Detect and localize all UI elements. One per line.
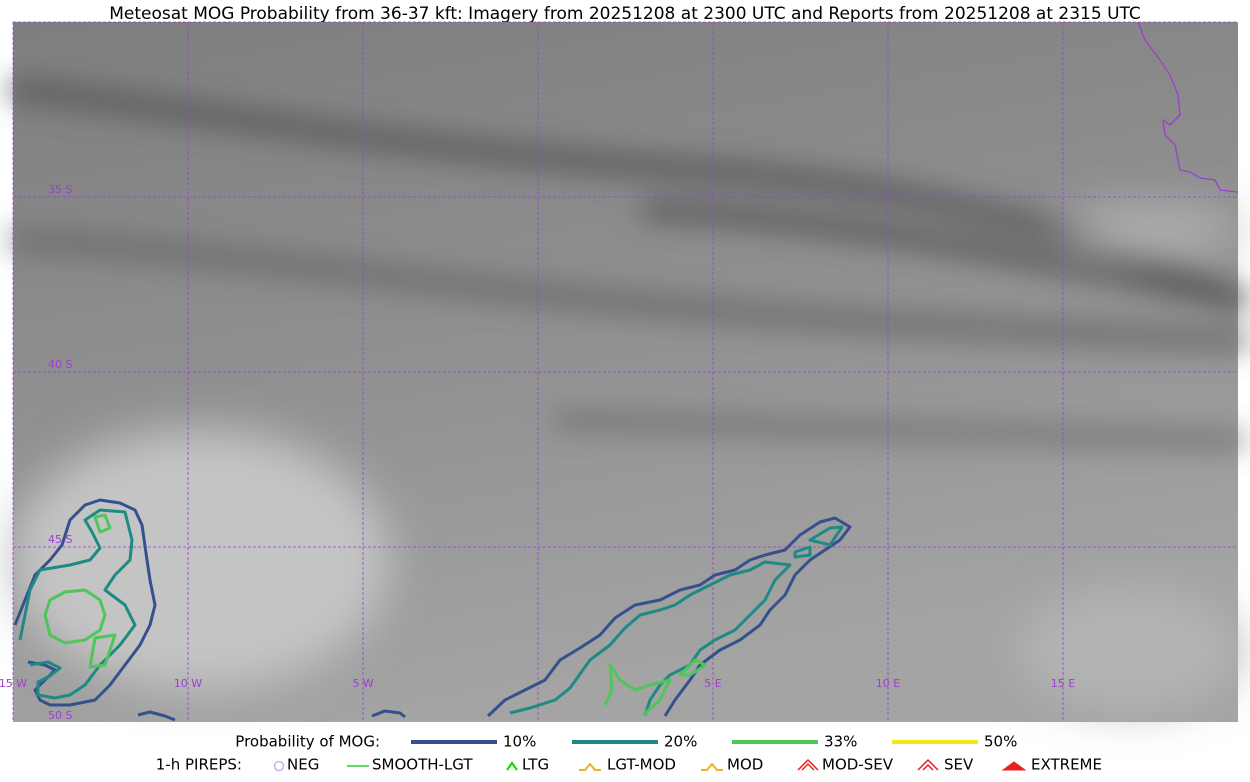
legend-symbol (701, 762, 723, 771)
contours (13, 498, 852, 722)
legend-label: 50% (984, 733, 1017, 751)
legend-label: SEV (944, 756, 974, 774)
legend-label: LTG (522, 756, 549, 774)
graticule (12, 21, 1238, 722)
legend-label: 10% (503, 733, 536, 751)
legend-symbol (1001, 761, 1027, 771)
geo-labels: 35 S 40 S 45 S 50 S 15 W 10 W 5 W 5 E 10 E 15 E (0, 183, 1075, 722)
lat-label: 50 S (48, 709, 72, 722)
legend-label: MOD (727, 756, 763, 774)
lon-label: 5 W (352, 677, 373, 690)
contour (43, 513, 117, 669)
contour (486, 516, 852, 718)
legend-title: 1-h PIREPS: (156, 756, 242, 774)
lon-label: 15 W (0, 677, 27, 690)
lat-label: 40 S (48, 358, 72, 371)
legend-label: LGT-MOD (607, 756, 676, 774)
lat-label: 45 S (48, 533, 72, 546)
title: Meteosat MOG Probability from 36-37 kft:… (109, 4, 1141, 24)
contour (793, 525, 844, 559)
legend-label: 33% (824, 733, 857, 751)
legend-label: SMOOTH-LGT (372, 756, 473, 774)
contour (18, 508, 137, 700)
contour (603, 658, 707, 717)
map: 35 S 40 S 45 S 50 S 15 W 10 W 5 W 5 E 10 E 15 E (0, 21, 1249, 722)
legend-symbol (579, 762, 601, 771)
lon-label: 15 E (1051, 677, 1075, 690)
legend-symbol (797, 758, 819, 771)
legend-label: EXTREME (1031, 756, 1102, 774)
legend-symbol (506, 761, 518, 771)
legend-label: 20% (664, 733, 697, 751)
contour (371, 709, 406, 719)
legend: Probability of MOG: 10% 20% 33% 50% 1-h PIREP… (156, 733, 1102, 774)
legend-symbol (917, 758, 939, 771)
legend-title: Probability of MOG: (235, 733, 380, 751)
lat-label: 35 S (48, 183, 72, 196)
contour (137, 710, 176, 722)
lon-label: 10 E (876, 677, 900, 690)
legend-label: NEG (287, 756, 319, 774)
legend-label: MOD-SEV (822, 756, 894, 774)
legend-symbol (273, 760, 285, 772)
coastline (1137, 21, 1239, 193)
lon-label: 5 E (704, 677, 721, 690)
lon-label: 10 W (174, 677, 202, 690)
